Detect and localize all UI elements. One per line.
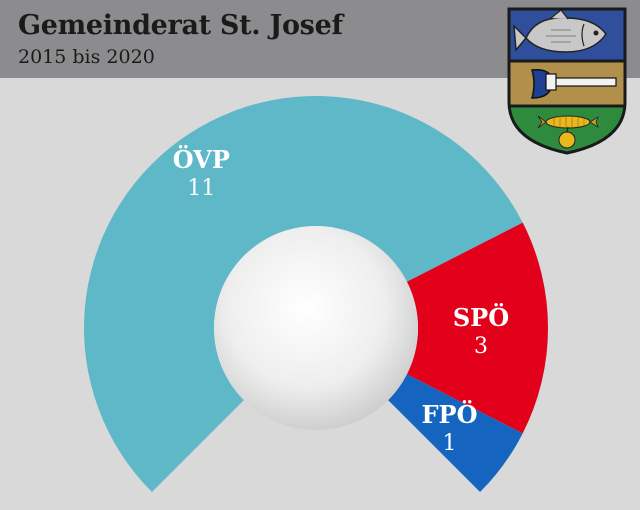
segment-ovp — [83, 95, 523, 493]
seat-segments — [83, 95, 548, 493]
coat-of-arms — [507, 7, 627, 155]
page-title: Gemeinderat St. Josef — [18, 10, 343, 41]
segment-spo — [406, 222, 548, 434]
crest-border — [507, 7, 627, 155]
segment-value-fpo: 1 — [442, 431, 456, 456]
axe-icon — [531, 69, 617, 99]
apple-icon — [558, 126, 576, 149]
segment-label-spo: SPÖ — [453, 303, 509, 332]
segment-value-ovp: 11 — [187, 176, 215, 201]
segment-fpo — [388, 374, 523, 493]
segment-value-spo: 3 — [474, 334, 488, 359]
fish-icon — [513, 9, 607, 53]
segment-label-fpo: FPÖ — [421, 400, 477, 429]
chart-center-hole — [214, 226, 418, 430]
page-subtitle: 2015 bis 2020 — [18, 46, 155, 68]
segment-label-ovp: ÖVP — [173, 145, 230, 174]
